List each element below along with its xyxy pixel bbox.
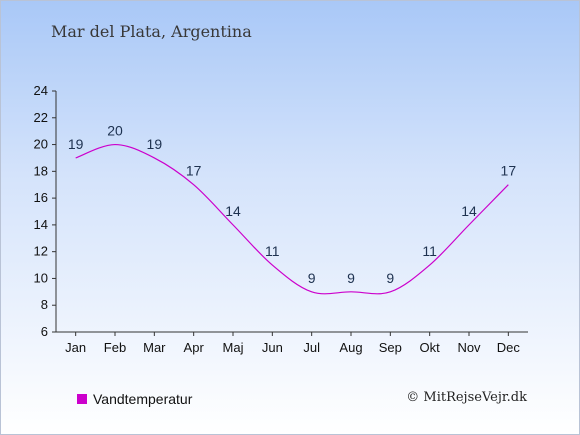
y-tick-label: 24 (34, 83, 48, 98)
y-tick-label: 20 (34, 137, 48, 152)
x-tick-label: Jan (65, 340, 86, 355)
x-tick-label: Jul (303, 340, 320, 355)
data-label: 17 (501, 163, 517, 179)
y-tick-label: 14 (34, 217, 48, 232)
data-label: 19 (68, 136, 84, 152)
x-tick-label: Mar (143, 340, 166, 355)
data-label: 9 (386, 270, 394, 286)
y-tick-label: 8 (41, 297, 48, 312)
x-tick-label: Sep (379, 340, 402, 355)
data-label: 14 (225, 203, 241, 219)
y-tick-label: 6 (41, 324, 48, 339)
legend-label: Vandtemperatur (93, 391, 193, 407)
data-label: 17 (186, 163, 202, 179)
x-tick-label: Okt (420, 340, 441, 355)
series-line (75, 143, 509, 295)
chart-title: Mar del Plata, Argentina (51, 22, 252, 41)
data-label: 9 (308, 270, 316, 286)
y-tick-label: 18 (34, 163, 48, 178)
credit-text: © MitRejseVejr.dk (406, 390, 527, 405)
x-tick-label: Jun (262, 340, 283, 355)
data-label: 20 (107, 123, 123, 139)
x-tick-label: Nov (457, 340, 481, 355)
data-label: 11 (265, 243, 280, 259)
y-tick-label: 10 (34, 270, 48, 285)
legend: Vandtemperatur (77, 391, 192, 407)
y-tick-label: 22 (34, 110, 48, 125)
y-tick-label: 16 (34, 190, 48, 205)
y-tick-label: 12 (34, 244, 48, 259)
x-tick-label: Apr (184, 340, 205, 355)
x-tick-label: Dec (497, 340, 521, 355)
data-label: 19 (147, 136, 163, 152)
x-tick-label: Aug (339, 340, 362, 355)
x-tick-label: Maj (223, 340, 244, 355)
legend-swatch (77, 394, 87, 404)
data-label: 11 (422, 243, 437, 259)
data-label: 14 (461, 203, 477, 219)
data-label: 9 (347, 270, 355, 286)
x-tick-label: Feb (104, 340, 126, 355)
